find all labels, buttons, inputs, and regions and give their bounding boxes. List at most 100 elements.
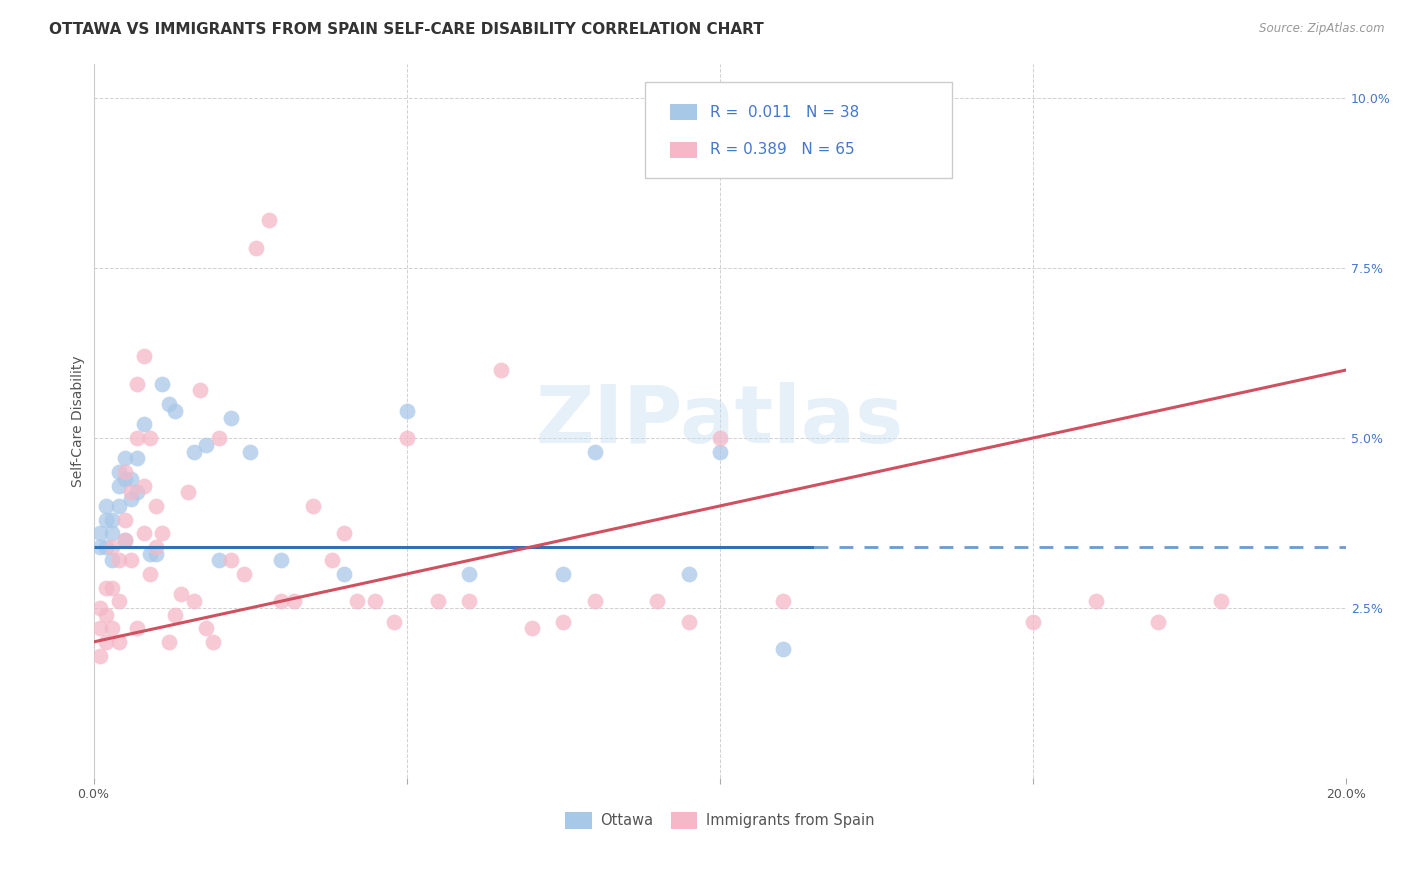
Point — [114, 533, 136, 547]
Point — [89, 526, 111, 541]
Point — [170, 587, 193, 601]
Point — [139, 547, 162, 561]
Point — [120, 485, 142, 500]
Point — [127, 431, 149, 445]
Point — [1022, 615, 1045, 629]
Point — [101, 512, 124, 526]
Point — [94, 581, 117, 595]
Point — [257, 213, 280, 227]
Point — [139, 431, 162, 445]
Point — [89, 648, 111, 663]
Point — [89, 621, 111, 635]
Point — [101, 526, 124, 541]
Point — [458, 594, 481, 608]
Point — [145, 499, 167, 513]
Point — [94, 607, 117, 622]
Point — [183, 444, 205, 458]
Point — [208, 431, 231, 445]
Point — [114, 465, 136, 479]
Point — [709, 431, 731, 445]
Point — [208, 553, 231, 567]
Point — [114, 512, 136, 526]
Point — [107, 465, 129, 479]
Text: ZIPatlas: ZIPatlas — [536, 382, 904, 460]
Point — [395, 431, 418, 445]
Point — [346, 594, 368, 608]
Point — [163, 404, 186, 418]
Point — [221, 410, 243, 425]
Point — [333, 526, 356, 541]
Point — [709, 444, 731, 458]
Point — [132, 526, 155, 541]
Point — [583, 594, 606, 608]
Point — [89, 540, 111, 554]
Point — [283, 594, 305, 608]
Point — [127, 621, 149, 635]
Point — [89, 601, 111, 615]
Text: R = 0.389   N = 65: R = 0.389 N = 65 — [710, 142, 855, 157]
Point — [195, 621, 218, 635]
Point — [364, 594, 387, 608]
Point — [94, 499, 117, 513]
Point — [333, 566, 356, 581]
Point — [114, 472, 136, 486]
Point — [772, 594, 794, 608]
Point — [772, 641, 794, 656]
Point — [127, 376, 149, 391]
Point — [520, 621, 543, 635]
Point — [195, 438, 218, 452]
Point — [301, 499, 323, 513]
Point — [553, 566, 575, 581]
Point — [114, 533, 136, 547]
Point — [678, 566, 700, 581]
Point — [163, 607, 186, 622]
Point — [94, 512, 117, 526]
Point — [678, 615, 700, 629]
Point — [1147, 615, 1170, 629]
Point — [132, 350, 155, 364]
Point — [897, 104, 920, 119]
Point — [152, 526, 174, 541]
Point — [94, 635, 117, 649]
Point — [101, 553, 124, 567]
Point — [245, 241, 267, 255]
Point — [127, 485, 149, 500]
Point — [145, 547, 167, 561]
Point — [183, 594, 205, 608]
Point — [157, 397, 180, 411]
Point — [221, 553, 243, 567]
Point — [232, 566, 254, 581]
Point — [152, 376, 174, 391]
FancyBboxPatch shape — [669, 104, 697, 120]
Point — [270, 553, 292, 567]
Text: Source: ZipAtlas.com: Source: ZipAtlas.com — [1260, 22, 1385, 36]
Point — [321, 553, 343, 567]
Text: R =  0.011   N = 38: R = 0.011 N = 38 — [710, 104, 859, 120]
Legend: Ottawa, Immigrants from Spain: Ottawa, Immigrants from Spain — [560, 806, 880, 835]
Point — [120, 472, 142, 486]
Text: OTTAWA VS IMMIGRANTS FROM SPAIN SELF-CARE DISABILITY CORRELATION CHART: OTTAWA VS IMMIGRANTS FROM SPAIN SELF-CAR… — [49, 22, 763, 37]
FancyBboxPatch shape — [645, 82, 952, 178]
Point — [188, 384, 211, 398]
Point — [489, 363, 512, 377]
Point — [114, 451, 136, 466]
Point — [145, 540, 167, 554]
Point — [139, 566, 162, 581]
Point — [101, 540, 124, 554]
Point — [120, 553, 142, 567]
Point — [101, 621, 124, 635]
Point — [1084, 594, 1107, 608]
Point — [107, 594, 129, 608]
Point — [239, 444, 262, 458]
Point — [645, 594, 668, 608]
Y-axis label: Self-Care Disability: Self-Care Disability — [72, 355, 86, 487]
Point — [583, 444, 606, 458]
Point — [201, 635, 224, 649]
Point — [157, 635, 180, 649]
Point — [107, 635, 129, 649]
Point — [127, 451, 149, 466]
Point — [270, 594, 292, 608]
Point — [120, 492, 142, 507]
Point — [101, 581, 124, 595]
FancyBboxPatch shape — [669, 142, 697, 158]
